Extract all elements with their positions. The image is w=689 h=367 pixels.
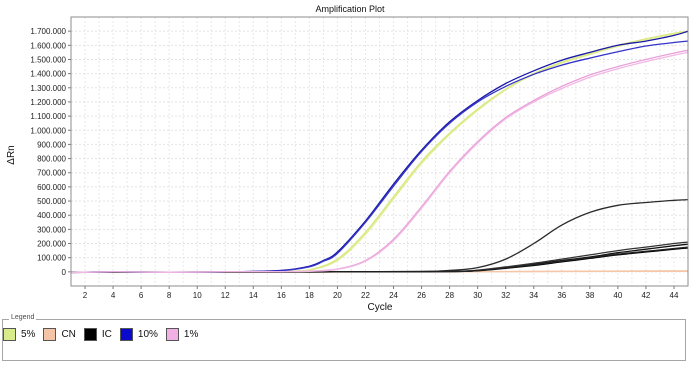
legend-item: IC xyxy=(83,328,112,341)
x-tick-label: 26 xyxy=(417,291,426,300)
x-axis: 2 4 6 8 10 12 14 16 18 20 22 24 26 28 30 32 34 36 38 40 42 44 xyxy=(83,286,679,300)
x-tick-label: 14 xyxy=(249,291,258,300)
x-tick-label: 6 xyxy=(139,291,144,300)
x-tick-label: 8 xyxy=(167,291,172,300)
x-tick-label: 36 xyxy=(557,291,566,300)
x-tick-label: 34 xyxy=(529,291,538,300)
y-axis: 0 100.000 200.000 300.000 400.000 500.000 600.… xyxy=(30,27,71,277)
x-axis-label: Cycle xyxy=(367,302,392,313)
y-tick-label: 1.400.000 xyxy=(30,70,66,79)
legend-items: 5% CN IC 10% 1% xyxy=(3,328,206,341)
x-tick-label: 2 xyxy=(83,291,88,300)
legend-label: CN xyxy=(61,329,76,340)
y-tick-label: 600.000 xyxy=(37,183,66,192)
legend-item: 10% xyxy=(119,328,158,341)
y-tick-label: 1.300.000 xyxy=(30,84,66,93)
legend-swatch xyxy=(119,328,133,341)
x-tick-label: 44 xyxy=(670,291,679,300)
legend-label: 10% xyxy=(137,329,158,340)
x-tick-label: 32 xyxy=(501,291,510,300)
y-tick-label: 1.700.000 xyxy=(30,27,66,36)
y-tick-label: 400.000 xyxy=(37,211,66,220)
chart-title: Amplification Plot xyxy=(315,4,385,14)
legend-swatch xyxy=(83,328,97,341)
y-tick-label: 700.000 xyxy=(37,169,66,178)
y-axis-label: ΔRn xyxy=(6,145,17,164)
y-tick-label: 800.000 xyxy=(37,155,66,164)
x-tick-label: 12 xyxy=(221,291,230,300)
y-tick-label: 200.000 xyxy=(37,240,66,249)
x-tick-label: 20 xyxy=(333,291,342,300)
y-tick-label: 100.000 xyxy=(37,254,66,263)
x-tick-label: 16 xyxy=(277,291,286,300)
legend-swatch xyxy=(3,328,16,341)
y-tick-label: 0 xyxy=(62,268,67,277)
y-tick-label: 1.500.000 xyxy=(30,55,66,64)
plot-frame xyxy=(70,16,689,287)
y-tick-label: 1.000.000 xyxy=(30,126,66,135)
legend-item: CN xyxy=(43,328,76,341)
y-tick-label: 1.600.000 xyxy=(30,41,66,50)
x-tick-label: 24 xyxy=(389,291,398,300)
y-tick-label: 1.100.000 xyxy=(30,112,66,121)
series-layer xyxy=(70,30,689,274)
x-tick-label: 4 xyxy=(111,291,116,300)
series-line-1pct xyxy=(70,51,689,274)
x-tick-label: 18 xyxy=(305,291,314,300)
legend-item: 1% xyxy=(165,328,199,341)
x-tick-label: 40 xyxy=(613,291,622,300)
legend-label: 1% xyxy=(183,329,199,340)
amplification-plot: Amplification Plot 0 100.000 200.000 300.00… xyxy=(6,4,689,313)
y-tick-label: 300.000 xyxy=(37,225,66,234)
y-tick-label: 900.000 xyxy=(37,140,66,149)
legend-swatch xyxy=(43,328,57,341)
legend-label: 5% xyxy=(21,329,36,340)
x-tick-label: 42 xyxy=(641,291,650,300)
legend-item: 5% xyxy=(3,328,35,341)
legend: Legend 5% CN IC 10% 1% xyxy=(2,314,686,361)
y-tick-label: 1.200.000 xyxy=(30,98,66,107)
x-tick-label: 30 xyxy=(473,291,482,300)
x-tick-label: 22 xyxy=(361,291,370,300)
legend-swatch xyxy=(165,328,179,341)
legend-title: Legend xyxy=(9,314,37,321)
y-tick-label: 500.000 xyxy=(37,197,66,206)
legend-label: IC xyxy=(101,329,112,340)
x-tick-label: 38 xyxy=(585,291,594,300)
x-tick-label: 28 xyxy=(445,291,454,300)
x-tick-label: 10 xyxy=(193,291,202,300)
